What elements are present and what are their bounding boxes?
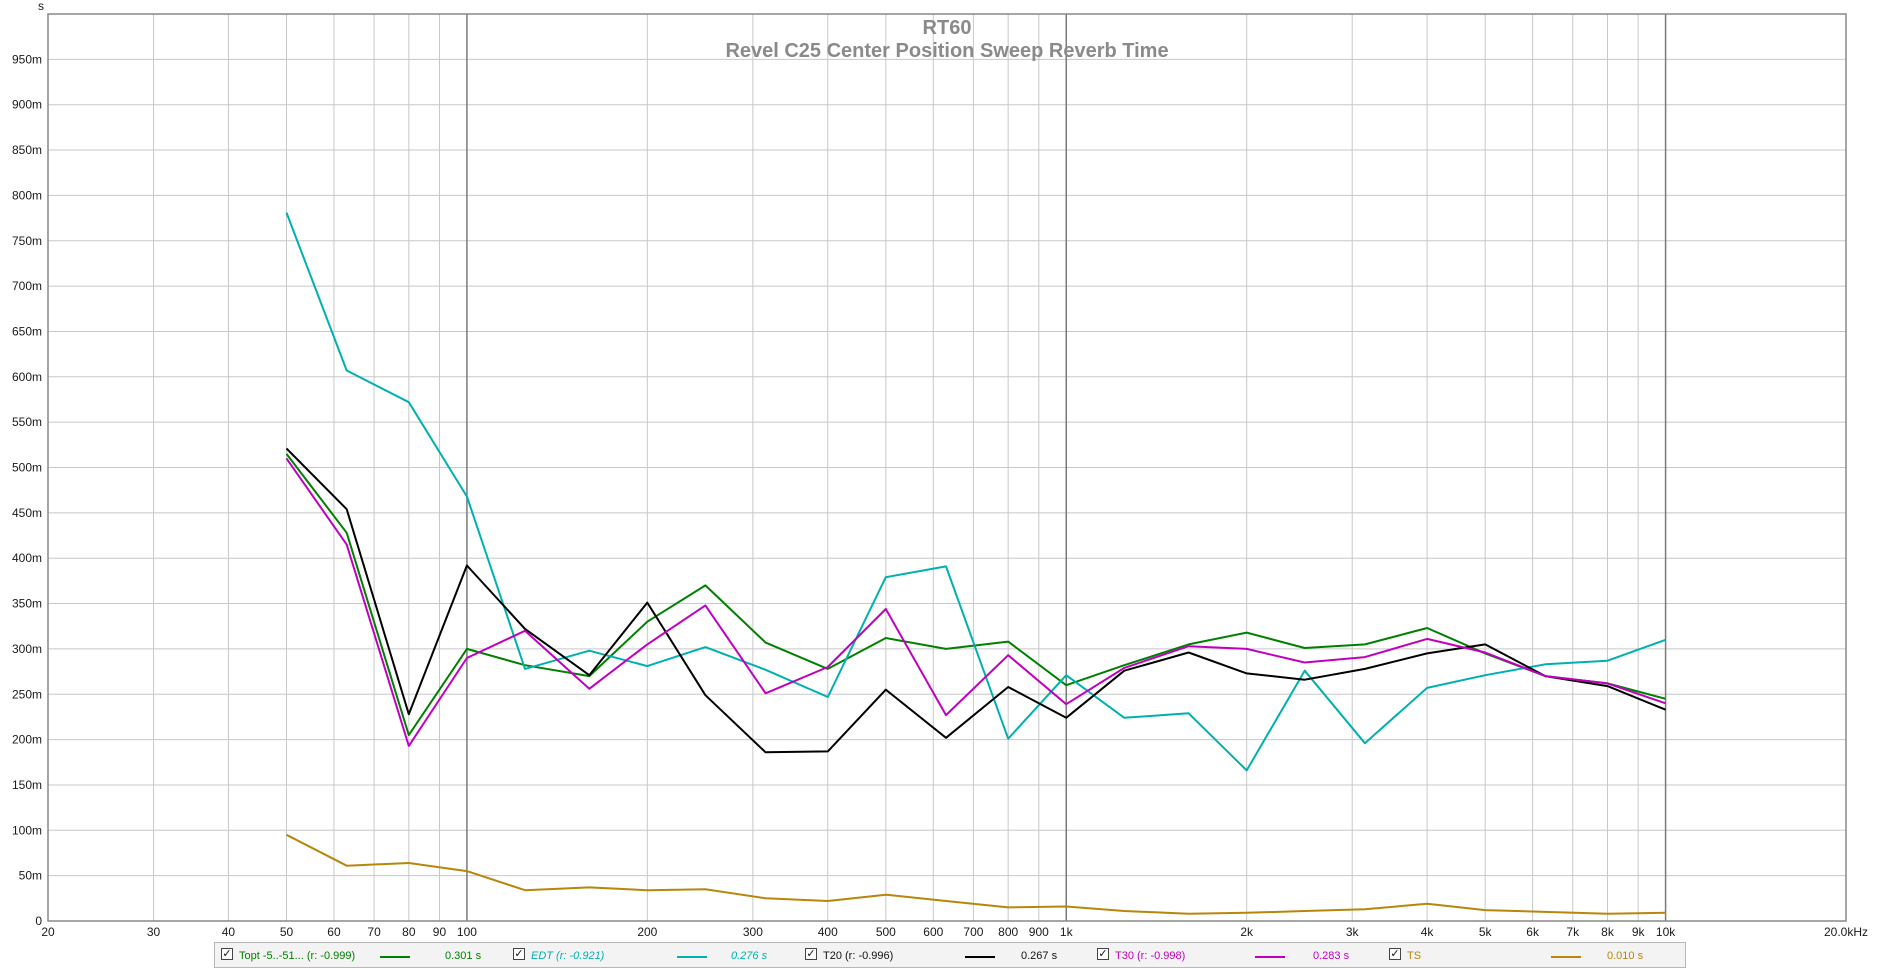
x-tick-label: 200 bbox=[637, 925, 657, 939]
chart-title: RT60 bbox=[923, 17, 972, 39]
y-tick-label: 200m bbox=[12, 733, 42, 747]
y-tick-label: 450m bbox=[12, 506, 42, 520]
series-line-0 bbox=[285, 453, 1666, 737]
legend-swatch bbox=[380, 956, 410, 958]
x-tick-label: 900 bbox=[1029, 925, 1049, 939]
legend-checkbox[interactable]: ✓ bbox=[1389, 948, 1401, 960]
series-layer bbox=[285, 212, 1666, 915]
x-tick-label: 300 bbox=[743, 925, 763, 939]
y-tick-label: 400m bbox=[12, 551, 42, 565]
chart-subtitle: Revel C25 Center Position Sweep Reverb T… bbox=[725, 40, 1168, 62]
x-tick-label: 500 bbox=[876, 925, 896, 939]
y-tick-label: 500m bbox=[12, 461, 42, 475]
legend-label: Topt -5..-51... (r: -0.999) bbox=[239, 950, 356, 962]
y-tick-label: 100m bbox=[12, 823, 42, 837]
y-tick-label: 900m bbox=[12, 98, 42, 112]
x-tick-label: 1k bbox=[1060, 925, 1074, 939]
legend-swatch bbox=[965, 956, 995, 958]
y-tick-label: 550m bbox=[12, 415, 42, 429]
x-tick-label: 400 bbox=[818, 925, 838, 939]
x-tick-label: 9k bbox=[1632, 925, 1646, 939]
legend-value: 0.301 s bbox=[445, 950, 482, 962]
legend-item: ✓ TS 0.010 s bbox=[1389, 946, 1687, 964]
x-tick-label: 600 bbox=[923, 925, 943, 939]
x-tick-label: 3k bbox=[1346, 925, 1360, 939]
y-tick-label: 750m bbox=[12, 234, 42, 248]
y-tick-label: 300m bbox=[12, 642, 42, 656]
y-tick-label: 700m bbox=[12, 279, 42, 293]
legend-swatch bbox=[677, 956, 707, 958]
legend-label: T20 (r: -0.996) bbox=[823, 950, 894, 962]
x-tick-label: 60 bbox=[327, 925, 341, 939]
legend-value: 0.010 s bbox=[1607, 950, 1644, 962]
legend-label: T30 (r: -0.998) bbox=[1115, 950, 1186, 962]
legend-checkbox[interactable]: ✓ bbox=[513, 948, 525, 960]
legend-checkbox[interactable]: ✓ bbox=[1097, 948, 1109, 960]
legend-swatch bbox=[1551, 956, 1581, 958]
y-tick-label: 600m bbox=[12, 370, 42, 384]
y-tick-label: 950m bbox=[12, 52, 42, 66]
legend-value: 0.283 s bbox=[1313, 950, 1350, 962]
x-tick-label: 800 bbox=[998, 925, 1018, 939]
legend-checkbox[interactable]: ✓ bbox=[805, 948, 817, 960]
y-tick-label: 150m bbox=[12, 778, 42, 792]
x-tick-label: 2k bbox=[1240, 925, 1254, 939]
x-tick-label: 5k bbox=[1479, 925, 1493, 939]
y-tick-label: 250m bbox=[12, 687, 42, 701]
x-tick-label: 40 bbox=[222, 925, 236, 939]
legend-label: TS bbox=[1407, 950, 1422, 962]
x-tick-label: 6k bbox=[1526, 925, 1540, 939]
series-line-4 bbox=[286, 833, 1666, 915]
x-tick-label: 20 bbox=[41, 925, 55, 939]
legend-item: ✓ EDT (r: -0.921) 0.276 s bbox=[513, 946, 811, 964]
y-tick-label: 0 bbox=[35, 914, 42, 928]
legend-value: 0.276 s bbox=[731, 950, 768, 962]
legend-item: ✓ T30 (r: -0.998) 0.283 s bbox=[1097, 946, 1393, 964]
axis-ticks: 0 50m 100m 150m 200m 250m 300m 350m 400m 450m 500m… bbox=[12, 52, 1868, 939]
x-tick-label: 20.0kHz bbox=[1824, 925, 1868, 939]
x-tick-label: 50 bbox=[280, 925, 294, 939]
x-tick-label: 7k bbox=[1566, 925, 1580, 939]
series-line-3 bbox=[285, 457, 1666, 747]
legend-checkbox[interactable]: ✓ bbox=[221, 948, 233, 960]
y-tick-label: 650m bbox=[12, 324, 42, 338]
y-tick-label: 800m bbox=[12, 188, 42, 202]
plot-frame bbox=[47, 13, 1847, 922]
legend-swatch bbox=[1255, 956, 1285, 958]
legend-label: EDT (r: -0.921) bbox=[531, 950, 605, 962]
x-tick-label: 8k bbox=[1601, 925, 1615, 939]
legend-item: ✓ T20 (r: -0.996) 0.267 s bbox=[805, 946, 1101, 964]
series-line-1 bbox=[285, 212, 1666, 772]
x-tick-label: 100 bbox=[457, 925, 477, 939]
y-tick-label: 350m bbox=[12, 597, 42, 611]
legend-value: 0.267 s bbox=[1021, 950, 1058, 962]
y-tick-label: 50m bbox=[19, 869, 42, 883]
x-tick-label: 30 bbox=[147, 925, 161, 939]
x-tick-label: 4k bbox=[1421, 925, 1435, 939]
y-tick-label: 850m bbox=[12, 143, 42, 157]
x-tick-label: 70 bbox=[367, 925, 381, 939]
legend-bar: ✓ Topt -5..-51... (r: -0.999) 0.301 s ✓ EDT … bbox=[214, 942, 1686, 968]
y-axis-unit-label: s bbox=[38, 0, 44, 13]
rt60-chart: 0 50m 100m 150m 200m 250m 300m 350m 400m 450m 500m… bbox=[12, 0, 1868, 939]
legend-item: ✓ Topt -5..-51... (r: -0.999) 0.301 s bbox=[221, 946, 525, 964]
series-line-2 bbox=[285, 447, 1666, 754]
x-tick-label: 90 bbox=[433, 925, 447, 939]
x-tick-label: 10k bbox=[1656, 925, 1676, 939]
x-tick-label: 80 bbox=[402, 925, 416, 939]
grid-lines bbox=[48, 14, 1846, 922]
x-tick-label: 700 bbox=[963, 925, 983, 939]
